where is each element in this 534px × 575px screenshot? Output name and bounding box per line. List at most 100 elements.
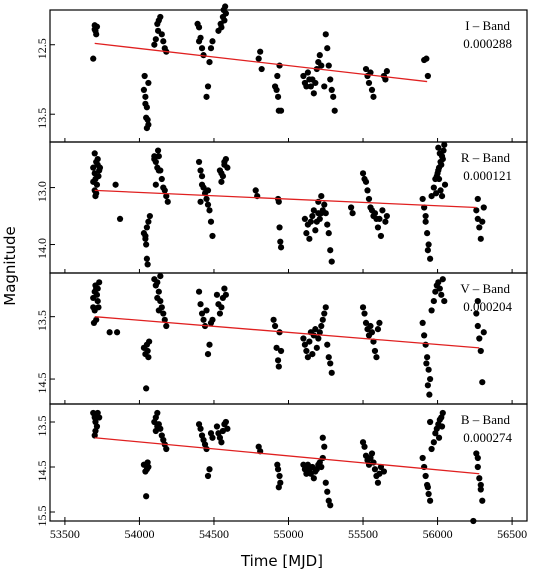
data-point — [422, 212, 429, 220]
data-point — [441, 141, 448, 148]
data-point — [322, 304, 329, 311]
data-point — [221, 158, 228, 166]
data-point — [143, 493, 150, 500]
band-label: I – Band — [465, 18, 510, 33]
data-point — [374, 326, 382, 333]
data-point — [154, 294, 161, 302]
data-point — [439, 409, 446, 417]
data-point — [425, 366, 432, 373]
data-point — [426, 391, 433, 398]
data-point — [276, 62, 283, 69]
data-point — [144, 459, 151, 466]
data-point — [479, 497, 486, 504]
data-point — [92, 27, 99, 34]
data-point — [383, 68, 390, 75]
data-point — [370, 338, 377, 345]
data-point — [325, 354, 332, 361]
data-point — [324, 341, 331, 348]
data-point — [112, 181, 119, 188]
y-tick-label: 14.0 — [35, 238, 49, 259]
data-point — [368, 329, 376, 336]
data-point — [319, 454, 326, 462]
data-point — [359, 170, 367, 177]
data-point — [213, 291, 221, 298]
data-point — [304, 354, 311, 361]
data-point — [319, 434, 326, 441]
data-point — [155, 288, 162, 295]
data-point — [316, 52, 323, 59]
data-point — [142, 100, 149, 107]
data-point — [158, 175, 165, 183]
data-point — [198, 310, 206, 317]
data-point — [301, 341, 308, 348]
data-point — [327, 360, 334, 367]
data-point — [316, 329, 323, 336]
data-point — [106, 329, 113, 336]
data-point — [152, 181, 159, 188]
data-point — [307, 218, 314, 225]
data-point — [195, 288, 203, 295]
data-point — [206, 207, 213, 214]
panel-3: 13.5 14.5 V – Band 0.000204 — [35, 272, 528, 405]
data-point — [218, 178, 225, 185]
data-point — [364, 187, 371, 194]
data-point — [204, 351, 212, 358]
data-point — [198, 173, 206, 180]
data-point — [92, 427, 99, 435]
data-point — [310, 207, 317, 214]
data-point — [143, 224, 150, 231]
data-point — [377, 463, 385, 471]
data-point — [301, 215, 308, 222]
data-point — [474, 322, 481, 330]
data-point — [143, 385, 150, 392]
data-point — [197, 301, 204, 308]
data-point — [152, 36, 159, 43]
data-point — [94, 285, 101, 292]
data-point — [421, 204, 428, 211]
panel-frame — [49, 141, 528, 274]
data-point — [157, 273, 164, 280]
data-point — [324, 488, 331, 495]
data-point — [142, 232, 149, 240]
x-tick-label: 53500 — [50, 527, 80, 541]
data-point — [380, 468, 387, 475]
data-point — [438, 423, 446, 430]
data-point — [437, 187, 444, 194]
data-point — [365, 79, 373, 87]
data-point — [377, 232, 385, 240]
data-point — [277, 347, 285, 355]
data-point — [163, 193, 170, 200]
data-point — [275, 484, 282, 491]
data-point — [371, 210, 379, 217]
slope-label: 0.000204 — [463, 299, 512, 314]
data-point — [144, 116, 151, 123]
data-point — [197, 167, 204, 174]
data-point — [361, 310, 368, 317]
data-point — [325, 230, 332, 237]
data-point — [349, 210, 356, 217]
data-point — [209, 316, 216, 323]
data-point — [427, 497, 434, 504]
data-point — [324, 45, 331, 52]
data-point — [367, 69, 374, 76]
x-tick-label: 55000 — [274, 527, 304, 541]
data-point — [430, 297, 437, 305]
data-point — [273, 344, 280, 351]
data-point — [318, 62, 325, 69]
data-point — [143, 125, 150, 132]
data-point — [155, 153, 162, 160]
trend-line — [94, 42, 428, 83]
data-point — [218, 24, 225, 31]
data-point — [271, 322, 279, 330]
data-point — [365, 195, 373, 203]
data-point — [362, 65, 370, 73]
data-point — [374, 479, 382, 486]
data-point — [474, 463, 481, 471]
data-point — [204, 472, 212, 480]
data-point — [90, 304, 97, 311]
data-point — [258, 65, 265, 73]
data-point — [274, 357, 282, 364]
data-point — [477, 486, 484, 493]
data-point — [436, 150, 443, 157]
data-point — [435, 279, 442, 286]
